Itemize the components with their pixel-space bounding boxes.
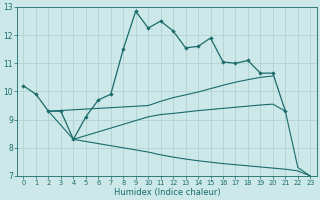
X-axis label: Humidex (Indice chaleur): Humidex (Indice chaleur) bbox=[114, 188, 220, 197]
